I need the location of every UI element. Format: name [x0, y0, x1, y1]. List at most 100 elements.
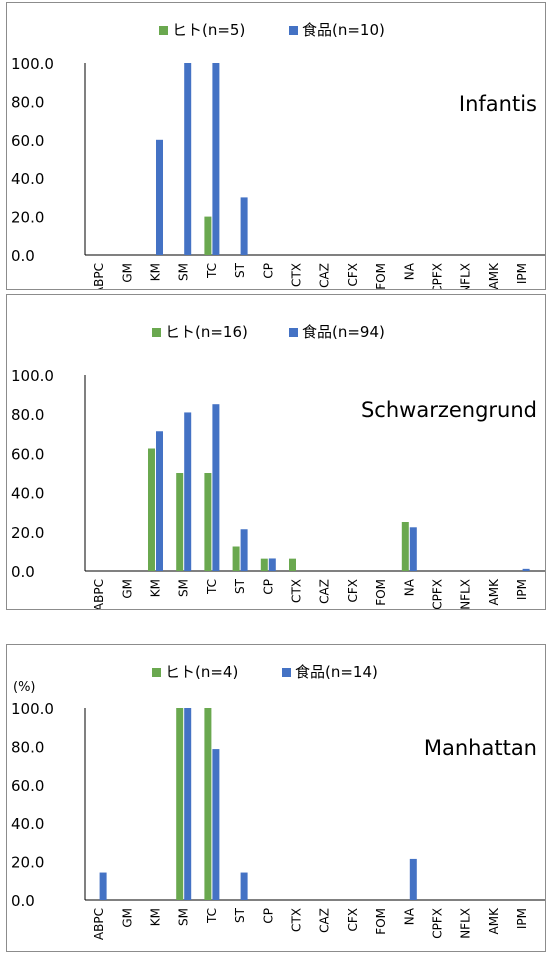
x-tick-label: NA: [402, 578, 416, 596]
chart-title: Manhattan: [424, 736, 537, 760]
y-tick-label: 20.0: [11, 854, 44, 872]
bar-st-1: [240, 872, 248, 900]
x-tick-label: ST: [233, 578, 247, 594]
bar-tc-0: [204, 216, 212, 255]
x-tick-label: IPM: [515, 908, 529, 929]
bar-na-1: [409, 527, 417, 571]
x-tick-label: TC: [205, 908, 219, 924]
bar-km-1: [156, 139, 163, 255]
x-tick-label: GM: [120, 579, 134, 599]
chart-infantis: 0.0 20.0 40.0 60.0 80.0 100.0 ABPC GM KM SM TC ST CP…: [11, 21, 545, 289]
x-tick-label: AMK: [487, 262, 501, 289]
chart-panel-manhattan: 0.0 20.0 40.0 60.0 80.0 100.0 (%) ABPC GM KM SM TC S…: [6, 644, 546, 952]
y-tick-label: 60.0: [11, 445, 44, 463]
x-tick-label: MEPM: [543, 263, 545, 289]
x-tick-label: CTX: [290, 908, 304, 932]
legend-swatch: [289, 328, 298, 337]
x-tick-label: CAZ: [318, 263, 332, 288]
x-tick-label: CPFX: [431, 263, 445, 289]
legend-swatch: [282, 668, 291, 677]
x-tick-label: NFLX: [459, 263, 473, 289]
x-tick-label: CP: [261, 579, 275, 595]
x-tick-label: CFX: [346, 908, 360, 932]
x-tick-label: ABPC: [92, 263, 106, 289]
y-tick-label: 100.0: [11, 700, 54, 718]
bar-sm-0: [176, 708, 184, 900]
x-tick-label: CAZ: [318, 579, 332, 604]
y-tick-label: 80.0: [11, 738, 44, 756]
x-tick-label: FOM: [374, 263, 388, 289]
x-tick-label: AMK: [487, 578, 501, 606]
bar-abpc-1: [99, 872, 107, 900]
x-tick-label: NFLX: [459, 579, 473, 609]
bar-cp-0: [260, 558, 268, 571]
x-tick-label: TC: [205, 579, 219, 595]
legend-entry: 食品(n=94): [302, 323, 385, 341]
bar-na-0: [401, 522, 409, 571]
y-unit-label: (%): [13, 680, 36, 695]
legend-swatch: [289, 26, 298, 35]
bar-na-1: [409, 858, 417, 900]
x-tick-label: KM: [149, 579, 163, 597]
bar-km-0: [148, 448, 155, 571]
legend-swatch: [159, 26, 168, 35]
x-tick-label: TC: [205, 263, 219, 279]
bar-sm-1: [184, 708, 192, 900]
y-tick-label: 100.0: [11, 55, 54, 73]
x-tick-label: SM: [177, 908, 191, 926]
legend-entry: ヒト(n=16): [165, 323, 248, 341]
y-tick-label: 20.0: [11, 209, 44, 227]
x-tick-label: MEPM: [543, 579, 545, 609]
chart-panel-infantis: 0.0 20.0 40.0 60.0 80.0 100.0 ABPC GM KM SM TC ST CP…: [6, 2, 546, 290]
x-tick-label: SM: [177, 579, 191, 597]
x-tick-label: CP: [261, 908, 275, 924]
bar-sm-1: [184, 63, 192, 255]
x-tick-label: AMK: [487, 907, 501, 935]
legend-entry: 食品(n=14): [295, 663, 378, 681]
y-tick-label: 0.0: [11, 892, 35, 910]
y-tick-label: 0.0: [11, 247, 35, 265]
chart-title: Infantis: [459, 92, 537, 116]
chart-manhattan: 0.0 20.0 40.0 60.0 80.0 100.0 (%) ABPC GM KM SM TC S…: [11, 663, 545, 944]
y-tick-label: 40.0: [11, 170, 44, 188]
legend-entry: 食品(n=10): [302, 21, 385, 39]
x-tick-label: NA: [402, 907, 416, 925]
y-tick-label: 20.0: [11, 524, 44, 542]
legend-entry: ヒト(n=5): [172, 21, 245, 39]
x-tick-label: CPFX: [431, 579, 445, 609]
x-tick-label: MEPM: [543, 908, 545, 944]
bar-km-1: [156, 431, 163, 571]
x-tick-label: KM: [149, 908, 163, 926]
bar-ctx-0: [289, 558, 296, 571]
x-tick-label: SM: [177, 263, 191, 281]
legend-swatch: [152, 668, 161, 677]
bar-st-1: [240, 197, 248, 255]
y-tick-label: 60.0: [11, 777, 44, 795]
y-tick-label: 100.0: [11, 367, 54, 385]
x-tick-label: IPM: [515, 579, 529, 600]
bar-ipm-1: [522, 568, 530, 571]
chart-title: Schwarzengrund: [361, 398, 537, 422]
y-tick-label: 40.0: [11, 815, 44, 833]
x-tick-label: CTX: [290, 579, 304, 603]
chart-schwarzengrund: 0.0 20.0 40.0 60.0 80.0 100.0 ABPC GM KM SM TC ST CP…: [11, 323, 545, 609]
x-tick-label: GM: [120, 263, 134, 283]
bar-tc-1: [212, 749, 220, 900]
x-tick-label: CFX: [346, 579, 360, 603]
bar-tc-0: [204, 473, 212, 571]
x-tick-label: ABPC: [92, 579, 106, 609]
bar-st-1: [240, 529, 248, 571]
x-tick-label: KM: [149, 263, 163, 281]
y-tick-label: 0.0: [11, 563, 35, 581]
legend-entry: ヒト(n=4): [165, 663, 238, 681]
bar-sm-0: [176, 473, 184, 571]
bar-tc-1: [212, 63, 220, 255]
x-tick-label: ST: [233, 262, 247, 278]
y-tick-label: 60.0: [11, 132, 44, 150]
bar-st-0: [232, 546, 240, 571]
x-tick-label: CAZ: [318, 908, 332, 933]
x-tick-label: CPFX: [431, 908, 445, 939]
x-tick-label: NA: [402, 262, 416, 280]
y-tick-label: 80.0: [11, 406, 44, 424]
x-tick-label: CTX: [290, 263, 304, 287]
